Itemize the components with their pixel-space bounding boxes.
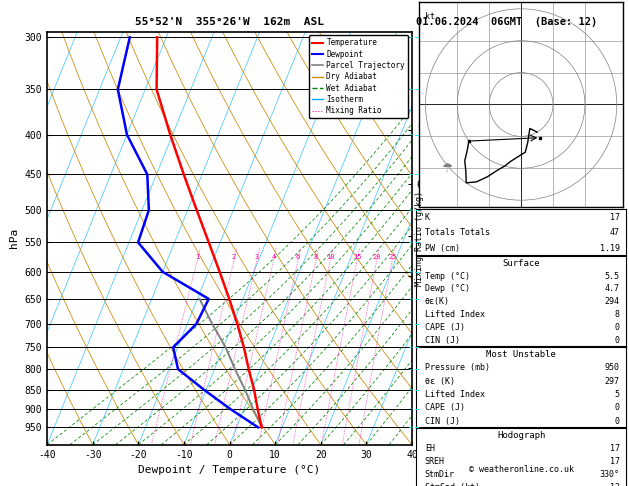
- Text: PW (cm): PW (cm): [425, 243, 460, 253]
- Text: 0: 0: [615, 417, 620, 426]
- Text: 4.7: 4.7: [604, 284, 620, 294]
- Text: 4: 4: [271, 254, 276, 260]
- Text: 25: 25: [388, 254, 396, 260]
- Text: Hodograph: Hodograph: [497, 431, 545, 440]
- Text: StmSpd (kt): StmSpd (kt): [425, 484, 480, 486]
- Text: 5.5: 5.5: [604, 272, 620, 280]
- Text: Surface: Surface: [503, 259, 540, 268]
- X-axis label: Dewpoint / Temperature (°C): Dewpoint / Temperature (°C): [138, 465, 321, 475]
- Text: SREH: SREH: [425, 457, 445, 466]
- Text: Mixing Ratio (g/kg): Mixing Ratio (g/kg): [415, 191, 424, 286]
- Text: 294: 294: [604, 297, 620, 306]
- Text: 8: 8: [615, 310, 620, 319]
- Text: 0: 0: [615, 403, 620, 412]
- Text: 17: 17: [610, 213, 620, 222]
- Text: 1: 1: [195, 254, 199, 260]
- Legend: Temperature, Dewpoint, Parcel Trajectory, Dry Adiabat, Wet Adiabat, Isotherm, Mi: Temperature, Dewpoint, Parcel Trajectory…: [309, 35, 408, 118]
- Text: Lifted Index: Lifted Index: [425, 390, 485, 399]
- Text: CAPE (J): CAPE (J): [425, 323, 465, 332]
- Text: Temp (°C): Temp (°C): [425, 272, 470, 280]
- Y-axis label: hPa: hPa: [9, 228, 19, 248]
- Text: ☂: ☂: [442, 162, 453, 175]
- Text: Pressure (mb): Pressure (mb): [425, 363, 490, 372]
- Text: 330°: 330°: [599, 470, 620, 479]
- Text: Dewp (°C): Dewp (°C): [425, 284, 470, 294]
- Text: 2: 2: [232, 254, 236, 260]
- Text: CIN (J): CIN (J): [425, 336, 460, 345]
- Text: 20: 20: [372, 254, 381, 260]
- Text: Most Unstable: Most Unstable: [486, 350, 556, 359]
- Text: 297: 297: [604, 377, 620, 385]
- Text: 0: 0: [615, 323, 620, 332]
- Text: 12: 12: [610, 484, 620, 486]
- Text: 3: 3: [255, 254, 259, 260]
- Text: 0: 0: [615, 336, 620, 345]
- Text: Lifted Index: Lifted Index: [425, 310, 485, 319]
- Text: kt: kt: [425, 12, 435, 21]
- Text: 47: 47: [610, 228, 620, 237]
- Text: 8: 8: [314, 254, 318, 260]
- Text: θε (K): θε (K): [425, 377, 455, 385]
- Text: LCL: LCL: [416, 420, 431, 429]
- Text: K: K: [425, 213, 430, 222]
- Text: EH: EH: [425, 444, 435, 453]
- Text: © weatheronline.co.uk: © weatheronline.co.uk: [469, 465, 574, 474]
- Text: CAPE (J): CAPE (J): [425, 403, 465, 412]
- Text: 1.19: 1.19: [599, 243, 620, 253]
- Text: StmDir: StmDir: [425, 470, 455, 479]
- Text: 10: 10: [326, 254, 335, 260]
- Text: 55°52'N  355°26'W  162m  ASL: 55°52'N 355°26'W 162m ASL: [135, 17, 324, 27]
- Text: 15: 15: [353, 254, 361, 260]
- Text: CIN (J): CIN (J): [425, 417, 460, 426]
- Text: θε(K): θε(K): [425, 297, 450, 306]
- Text: 5: 5: [615, 390, 620, 399]
- Text: 6: 6: [296, 254, 300, 260]
- Text: Totals Totals: Totals Totals: [425, 228, 490, 237]
- Text: 01.06.2024  06GMT  (Base: 12): 01.06.2024 06GMT (Base: 12): [416, 17, 598, 27]
- Text: 17: 17: [610, 457, 620, 466]
- Text: 17: 17: [610, 444, 620, 453]
- Text: 950: 950: [604, 363, 620, 372]
- Y-axis label: km
ASL: km ASL: [433, 227, 451, 249]
